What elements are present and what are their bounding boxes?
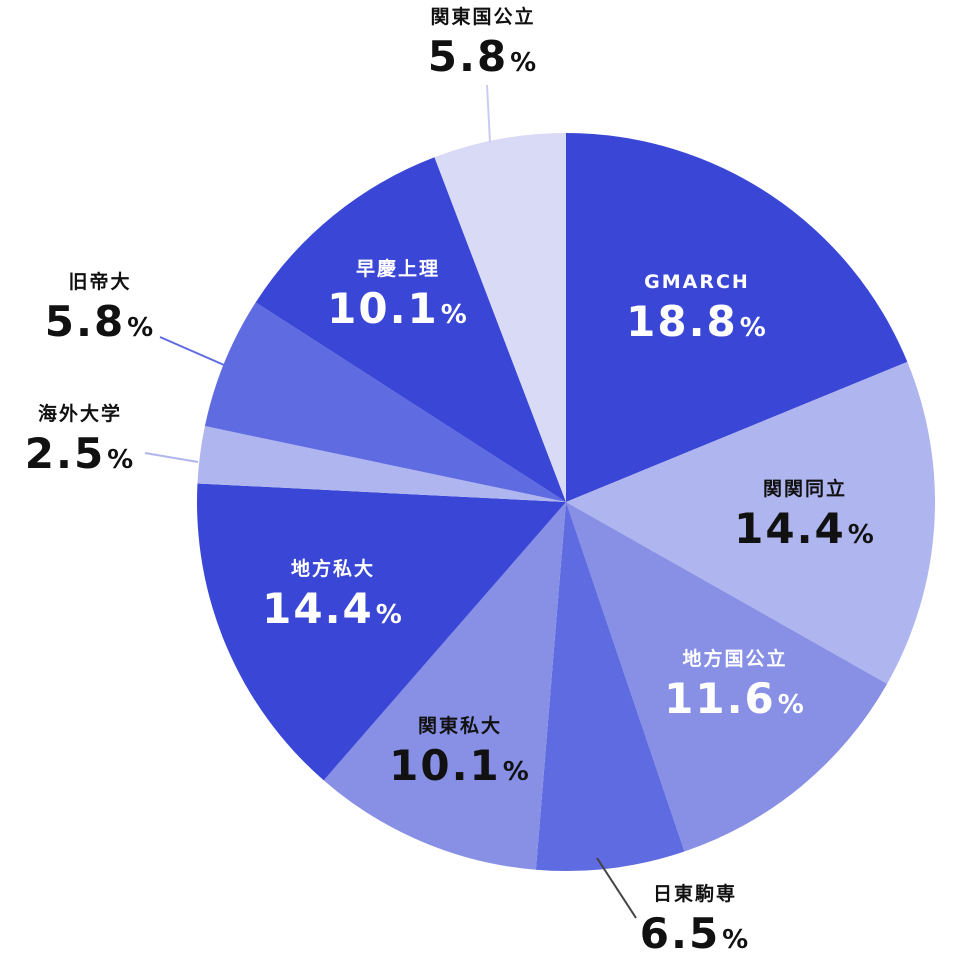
percent-unit: % — [502, 757, 531, 787]
slice-label-name: 海外大学 — [37, 403, 122, 425]
slice-value: 6.5 — [639, 909, 721, 958]
slice-value: 5.8 — [44, 297, 126, 346]
slice-value: 5.8 — [427, 32, 509, 81]
slice-value-label: 2.5% — [25, 430, 135, 484]
leader-line — [144, 452, 199, 463]
slice-label: 地方国公立 11.6% — [664, 647, 806, 729]
leader-line — [486, 84, 491, 143]
slice-label-name: 関関同立 — [762, 478, 848, 500]
percent-unit: % — [127, 313, 156, 343]
slice-label-name: GMARCH — [644, 271, 750, 293]
percent-unit: % — [440, 300, 469, 330]
slice-label: 早慶上理 10.1% — [327, 257, 469, 339]
slice-label: 日東駒専 6.5% — [640, 882, 750, 964]
slice-label: 関東私大 10.1% — [389, 714, 531, 796]
slice-value-label: 11.6% — [664, 675, 806, 729]
slice-value: 10.1 — [327, 284, 439, 333]
slice-label: 海外大学 2.5% — [25, 402, 135, 484]
slice-label-name: 早慶上理 — [355, 258, 441, 280]
percent-unit: % — [107, 445, 136, 475]
percent-unit: % — [739, 313, 768, 343]
slice-label: GMARCH 18.8% — [626, 270, 768, 352]
slice-label: 旧帝大 5.8% — [45, 270, 155, 352]
slice-value-label: 10.1% — [327, 285, 469, 339]
slice-value: 18.8 — [626, 297, 738, 346]
pie-slice — [434, 133, 566, 502]
leader-line — [159, 336, 225, 366]
slice-label: 関関同立 14.4% — [734, 477, 876, 559]
slice-label-name: 地方国公立 — [682, 648, 788, 670]
slice-value: 10.1 — [389, 741, 501, 790]
slice-label: 地方私大 14.4% — [262, 557, 404, 639]
slice-label-name: 日東駒専 — [652, 883, 737, 905]
slice-value-label: 14.4% — [734, 505, 876, 559]
percent-unit: % — [375, 600, 404, 630]
slice-value-label: 5.8% — [428, 33, 538, 87]
slice-value-label: 5.8% — [45, 298, 155, 352]
slice-label-name: 地方私大 — [290, 558, 376, 580]
slice-value-label: 10.1% — [389, 742, 531, 796]
percent-unit: % — [722, 925, 751, 955]
pie-slice — [196, 483, 566, 781]
slice-value-label: 14.4% — [262, 585, 404, 639]
slice-label-name: 関東私大 — [417, 715, 503, 737]
percent-unit: % — [777, 690, 806, 720]
slice-label: 関東国公立 5.8% — [428, 5, 538, 87]
pie-slice — [204, 302, 567, 502]
slice-value: 2.5 — [24, 429, 106, 478]
slice-value: 14.4 — [734, 504, 846, 553]
pie-slice — [566, 502, 888, 852]
pie-slice — [566, 133, 908, 502]
slice-value-label: 18.8% — [626, 298, 768, 352]
slice-value: 11.6 — [664, 674, 776, 723]
pie-slice — [535, 502, 685, 871]
slice-value: 14.4 — [262, 584, 374, 633]
pie-slice — [255, 157, 566, 503]
pie-slice — [197, 426, 566, 502]
leader-line — [596, 857, 637, 919]
slice-label-name: 関東国公立 — [430, 6, 536, 28]
percent-unit: % — [847, 520, 876, 550]
slice-label-name: 旧帝大 — [68, 271, 132, 293]
pie-slice — [323, 502, 566, 870]
percent-unit: % — [510, 48, 539, 78]
pie-slice — [566, 361, 935, 684]
slice-value-label: 6.5% — [640, 910, 750, 964]
